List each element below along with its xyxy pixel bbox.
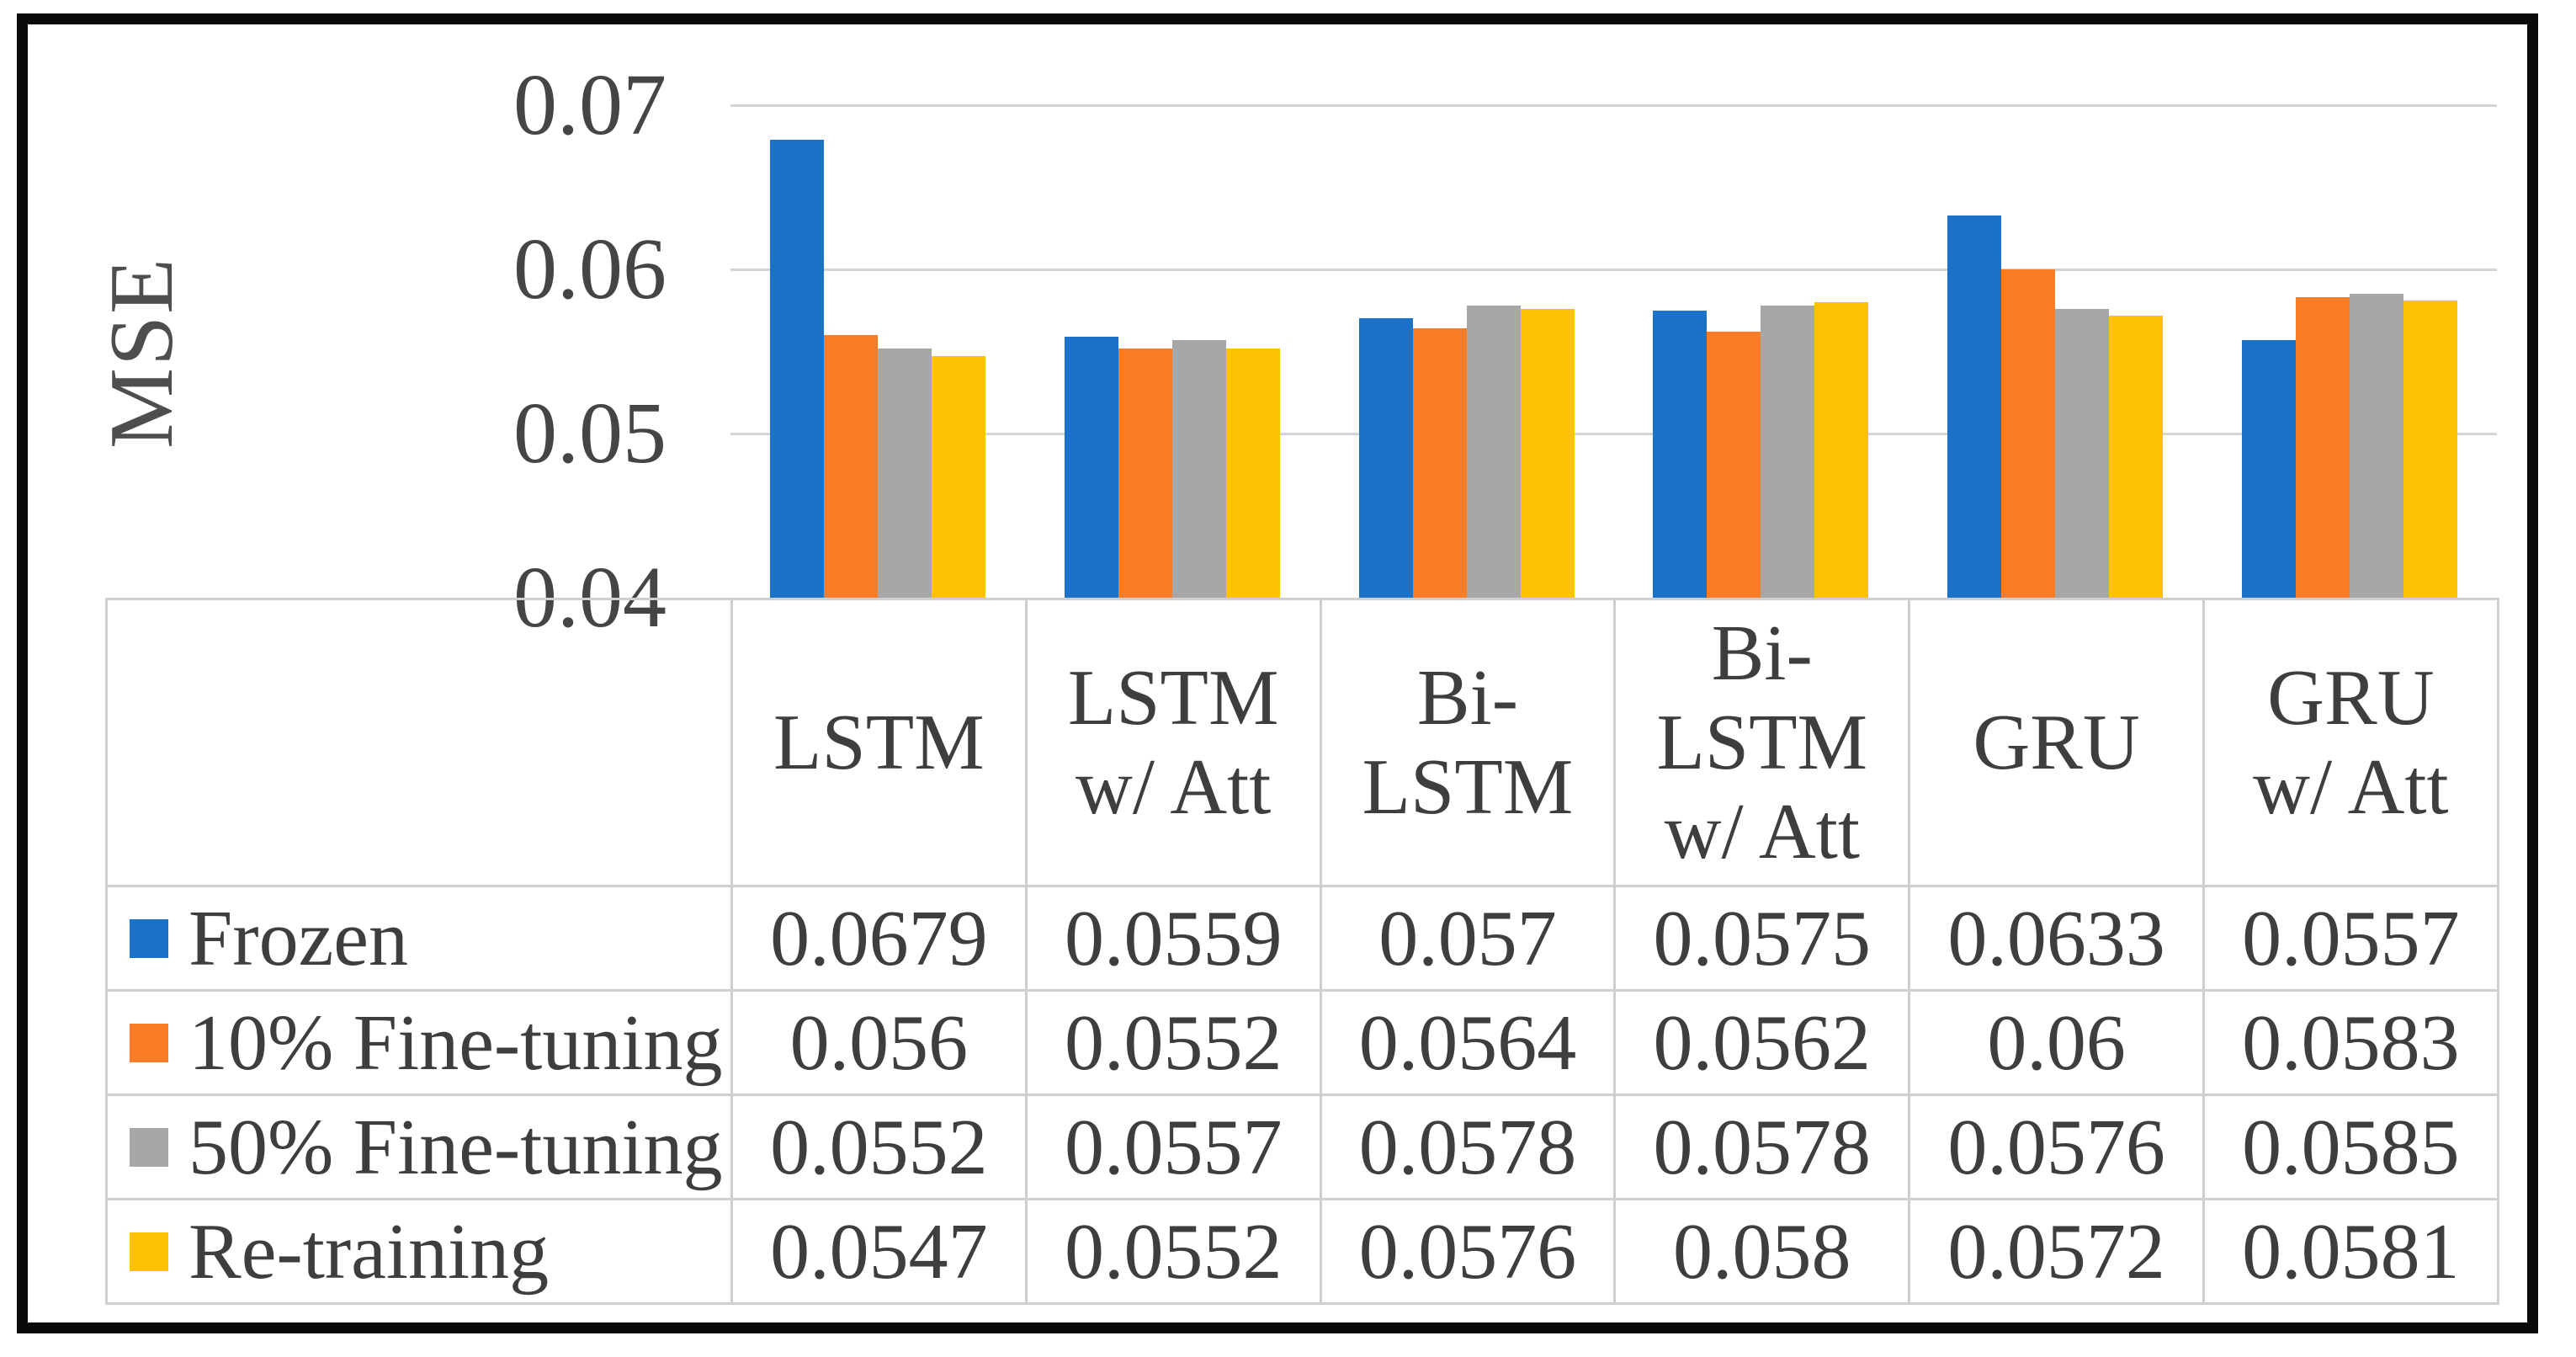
y-tick-label-0.07: 0.07	[513, 56, 667, 153]
row-label-frozen: Frozen	[105, 885, 733, 992]
y-tick-label-0.06: 0.06	[513, 221, 667, 317]
category-header-row: LSTM LSTM w/ Att Bi- LSTM Bi- LSTM w/ Att GR…	[105, 598, 2499, 887]
value-cell-re-training-gru: 0.0572	[1908, 1198, 2205, 1305]
table-row-50-fine-tuning: 50% Fine-tuning 0.0552 0.0557 0.0578 0.0578 0…	[105, 1094, 2499, 1200]
legend-key-50-fine-tuning-icon	[130, 1127, 168, 1167]
value-cell-frozen-lstm: 0.0679	[730, 885, 1028, 992]
bar-group-gru	[1908, 105, 2202, 598]
value-cell-re-training-bi-lstm-w-att: 0.058	[1613, 1198, 1911, 1305]
value-cell-50-fine-tuning-bi-lstm-w-att: 0.0578	[1613, 1094, 1911, 1200]
value-cell-frozen-lstm-w-att: 0.0559	[1024, 885, 1322, 992]
column-header-gru: GRU	[1908, 598, 2205, 887]
bar-frozen-lstm-w-att	[1064, 337, 1118, 598]
series-name-label: 10% Fine-tuning	[189, 998, 723, 1087]
value-cell-frozen-bi-lstm: 0.057	[1319, 885, 1617, 992]
value-cell-10-fine-tuning-bi-lstm: 0.0564	[1319, 989, 1617, 1096]
value-cell-10-fine-tuning-lstm-w-att: 0.0552	[1024, 989, 1322, 1096]
y-axis-title: MSE	[92, 256, 192, 450]
bar-50-fine-tuning-gru-w-att	[2350, 294, 2404, 598]
gridline-0.07	[730, 104, 2497, 107]
bar-50-fine-tuning-bi-lstm	[1466, 306, 1521, 598]
value-cell-10-fine-tuning-bi-lstm-w-att: 0.0562	[1613, 989, 1911, 1096]
value-cell-50-fine-tuning-lstm-w-att: 0.0557	[1024, 1094, 1322, 1200]
gridline-0.05	[730, 433, 2497, 435]
legend-key-re-training-icon	[130, 1232, 168, 1271]
bar-re-training-gru	[2109, 316, 2164, 598]
column-header-gru-w-att: GRU w/ Att	[2202, 598, 2499, 887]
bar-frozen-gru	[1947, 216, 2002, 598]
value-cell-50-fine-tuning-gru-w-att: 0.0585	[2202, 1094, 2499, 1200]
column-header-bi-lstm: Bi- LSTM	[1319, 598, 1617, 887]
bar-50-fine-tuning-gru	[2055, 309, 2110, 598]
value-cell-re-training-bi-lstm: 0.0576	[1319, 1198, 1617, 1305]
bar-re-training-bi-lstm	[1520, 309, 1575, 598]
bar-10-fine-tuning-bi-lstm	[1412, 328, 1467, 598]
gridline-0.06	[730, 269, 2497, 271]
bar-group-bi-lstm-w-att	[1614, 105, 1909, 598]
bar-frozen-bi-lstm-w-att	[1653, 311, 1708, 598]
value-cell-10-fine-tuning-gru-w-att: 0.0583	[2202, 989, 2499, 1096]
value-cell-re-training-lstm-w-att: 0.0552	[1024, 1198, 1322, 1305]
row-label-re-training: Re-training	[105, 1198, 733, 1305]
table-blank-corner-cell	[105, 598, 733, 887]
bar-frozen-gru-w-att	[2242, 340, 2297, 598]
bar-10-fine-tuning-gru	[2001, 269, 2056, 598]
bar-50-fine-tuning-lstm-w-att	[1171, 340, 1226, 598]
bar-group-gru-w-att	[2202, 105, 2497, 598]
y-tick-label-0.05: 0.05	[513, 385, 667, 482]
bar-10-fine-tuning-gru-w-att	[2296, 297, 2350, 598]
value-cell-frozen-gru: 0.0633	[1908, 885, 2205, 992]
bar-10-fine-tuning-bi-lstm-w-att	[1707, 332, 1761, 598]
bar-group-lstm	[730, 105, 1025, 598]
bar-re-training-lstm-w-att	[1225, 349, 1280, 598]
value-cell-re-training-gru-w-att: 0.0581	[2202, 1198, 2499, 1305]
bar-re-training-lstm	[931, 356, 985, 598]
bar-chart-plot-area	[730, 104, 2497, 598]
bar-frozen-lstm	[769, 140, 824, 598]
table-row-10-fine-tuning: 10% Fine-tuning 0.056 0.0552 0.0564 0.0562 0.…	[105, 989, 2499, 1096]
row-label-10-fine-tuning: 10% Fine-tuning	[105, 989, 733, 1096]
series-name-label: 50% Fine-tuning	[189, 1103, 723, 1191]
series-name-label: Frozen	[189, 894, 409, 982]
bar-frozen-bi-lstm	[1358, 318, 1413, 598]
bar-50-fine-tuning-bi-lstm-w-att	[1761, 306, 1815, 598]
value-cell-50-fine-tuning-bi-lstm: 0.0578	[1319, 1094, 1617, 1200]
legend-key-frozen-icon	[130, 918, 168, 958]
bar-re-training-bi-lstm-w-att	[1814, 302, 1869, 598]
bar-re-training-gru-w-att	[2403, 301, 2458, 598]
series-name-label: Re-training	[189, 1207, 550, 1296]
value-cell-frozen-bi-lstm-w-att: 0.0575	[1613, 885, 1911, 992]
value-cell-10-fine-tuning-gru: 0.06	[1908, 989, 2205, 1096]
value-cell-50-fine-tuning-gru: 0.0576	[1908, 1094, 2205, 1200]
column-header-lstm-w-att: LSTM w/ Att	[1024, 598, 1322, 887]
row-label-50-fine-tuning: 50% Fine-tuning	[105, 1094, 733, 1200]
data-table: LSTM LSTM w/ Att Bi- LSTM Bi- LSTM w/ Att GR…	[105, 598, 2499, 1305]
table-row-frozen: Frozen 0.0679 0.0559 0.057 0.0575 0.0633 0.055…	[105, 885, 2499, 992]
value-cell-50-fine-tuning-lstm: 0.0552	[730, 1094, 1028, 1200]
value-cell-10-fine-tuning-lstm: 0.056	[730, 989, 1028, 1096]
bar-10-fine-tuning-lstm-w-att	[1118, 349, 1172, 598]
bar-group-lstm-w-att	[1025, 105, 1320, 598]
table-row-re-training: Re-training 0.0547 0.0552 0.0576 0.058 0.0572…	[105, 1198, 2499, 1305]
value-cell-re-training-lstm: 0.0547	[730, 1198, 1028, 1305]
legend-key-10-fine-tuning-icon	[130, 1023, 168, 1062]
value-cell-frozen-gru-w-att: 0.0557	[2202, 885, 2499, 992]
bar-50-fine-tuning-lstm	[877, 349, 932, 598]
bar-group-bi-lstm	[1320, 105, 1614, 598]
bar-10-fine-tuning-lstm	[823, 335, 878, 598]
column-header-lstm: LSTM	[730, 598, 1028, 887]
column-header-bi-lstm-w-att: Bi- LSTM w/ Att	[1613, 598, 1911, 887]
